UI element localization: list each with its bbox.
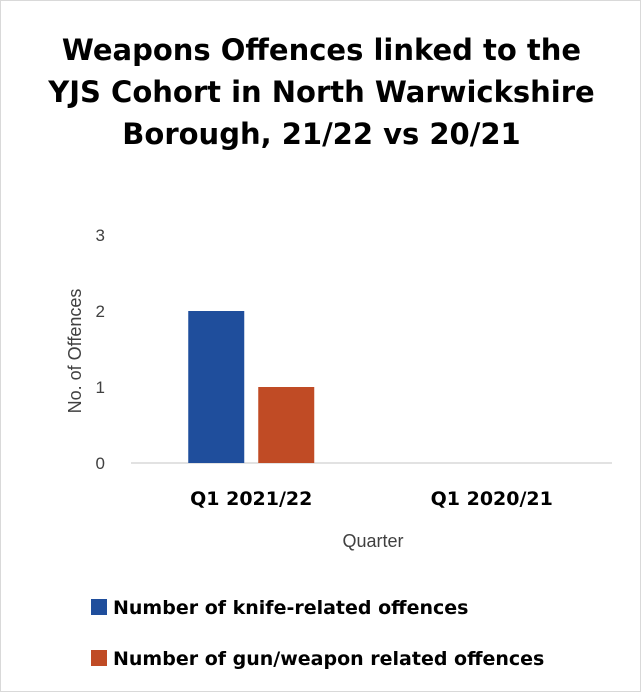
legend-item-knife: Number of knife-related offences (91, 597, 468, 619)
legend-swatch-gun (91, 650, 107, 666)
legend-label-gun: Number of gun/weapon related offences (113, 648, 545, 670)
legend-item-gun: Number of gun/weapon related offences (91, 648, 544, 670)
y-tick-label: 1 (96, 378, 105, 397)
x-category-label: Q1 2020/21 (431, 488, 553, 510)
y-tick-label: 0 (96, 454, 105, 473)
x-axis-title: Quarter (342, 531, 403, 551)
bar-gun-0 (258, 387, 315, 463)
legend-label-knife: Number of knife-related offences (113, 597, 469, 619)
chart-title: Weapons Offences linked to the YJS Cohor… (48, 33, 595, 151)
y-tick-label: 2 (96, 302, 105, 321)
y-axis-title: No. of Offences (65, 289, 85, 414)
bar-knife-0 (188, 311, 245, 463)
y-tick-label: 3 (96, 226, 105, 245)
legend-swatch-knife (91, 599, 107, 615)
x-category-label: Q1 2021/22 (190, 488, 312, 510)
